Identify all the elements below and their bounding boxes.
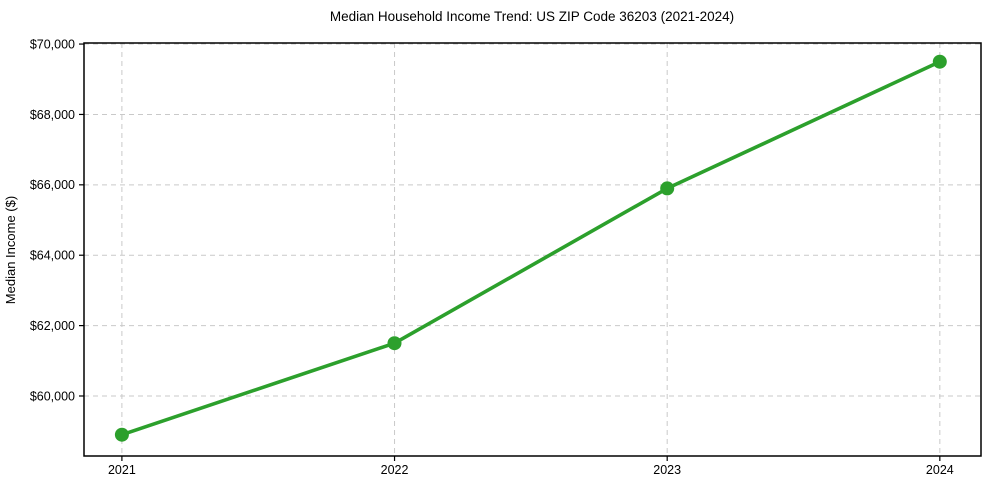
data-point-marker — [660, 181, 675, 196]
income-trend-line — [120, 59, 942, 437]
data-point-marker — [114, 427, 129, 442]
y-axis-label: Median Income ($) — [3, 196, 18, 304]
y-tick-label: $64,000 — [30, 249, 75, 263]
axis-ticks — [79, 43, 941, 461]
data-point-marker — [387, 336, 402, 351]
chart-title: Median Household Income Trend: US ZIP Co… — [330, 9, 734, 24]
data-points — [114, 54, 947, 442]
y-tick-label: $66,000 — [30, 178, 75, 192]
x-tick-label: 2022 — [381, 463, 409, 477]
x-tick-label: 2024 — [926, 463, 954, 477]
y-tick-label: $60,000 — [30, 389, 75, 403]
axis-tick-labels: $60,000 $62,000 $64,000 $66,000 $68,000 $70,0… — [30, 37, 954, 477]
x-tick-label: 2023 — [653, 463, 681, 477]
y-tick-label: $62,000 — [30, 319, 75, 333]
x-tick-label: 2021 — [108, 463, 136, 477]
plot-border — [83, 42, 982, 457]
y-tick-label: $70,000 — [30, 37, 75, 51]
gridlines — [84, 43, 981, 456]
data-point-marker — [932, 54, 947, 69]
y-tick-label: $68,000 — [30, 108, 75, 122]
